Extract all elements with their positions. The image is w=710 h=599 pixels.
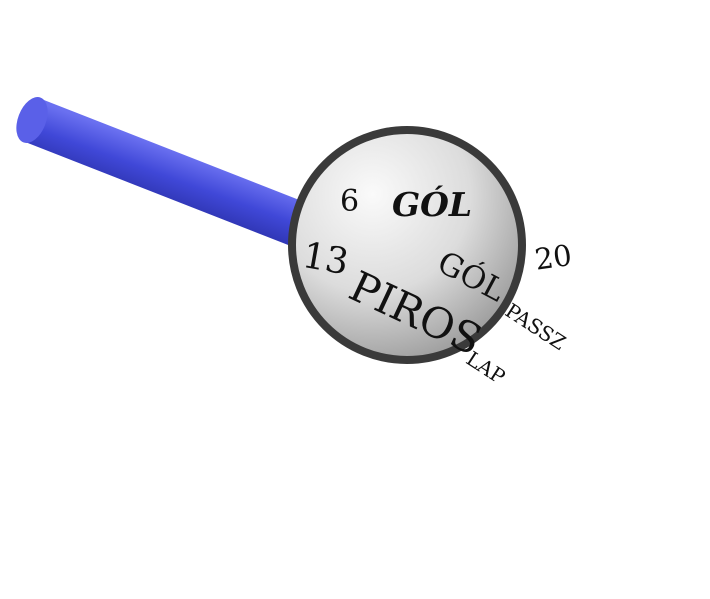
label-20: 20	[532, 237, 574, 277]
handle	[16, 97, 327, 254]
lens	[288, 126, 526, 364]
label-6: 6	[340, 184, 360, 219]
label-13: 13	[299, 235, 352, 284]
label-gol-bold: GÓL	[392, 185, 473, 224]
